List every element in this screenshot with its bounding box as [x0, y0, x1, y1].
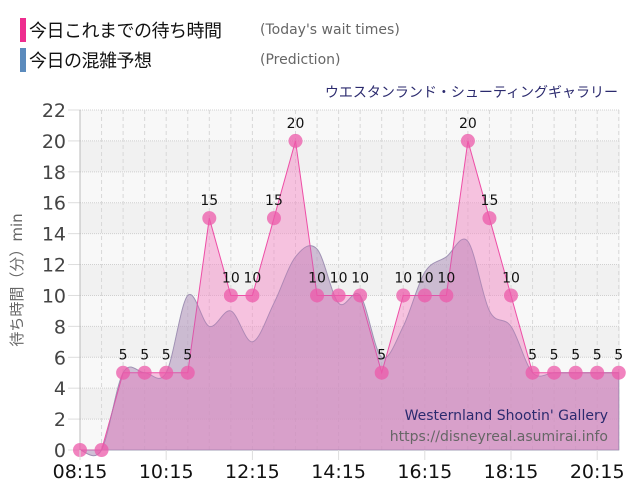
y-tick-label: 14: [42, 224, 66, 246]
y-tick-label: 6: [54, 347, 66, 369]
data-point-marker[interactable]: [331, 288, 346, 303]
data-point-marker[interactable]: [159, 365, 174, 380]
x-tick-label: 16:15: [397, 461, 452, 483]
chart-title: ウエスタンランド・シューティングギャラリー: [324, 85, 618, 101]
data-point-marker[interactable]: [374, 365, 389, 380]
x-tick-label: 18:15: [484, 461, 539, 483]
data-point-marker[interactable]: [547, 365, 562, 380]
legend-item-today[interactable]: 今日これまでの待ち時間 (Today's wait times): [20, 17, 640, 43]
watermark-name: Westernland Shootin' Gallery: [405, 408, 608, 424]
data-label: 5: [571, 348, 580, 364]
y-tick-label: 4: [54, 378, 66, 400]
data-point-marker[interactable]: [439, 288, 454, 303]
data-point-marker[interactable]: [568, 365, 583, 380]
data-point-marker[interactable]: [590, 365, 605, 380]
legend-swatch-prediction: [20, 48, 26, 72]
data-point-marker[interactable]: [245, 288, 260, 303]
data-label: 10: [416, 270, 434, 286]
plot-band: [80, 110, 620, 141]
x-tick-label: 14:15: [311, 461, 366, 483]
data-label: 5: [162, 348, 171, 364]
data-label: 5: [119, 348, 128, 364]
legend: 今日これまでの待ち時間 (Today's wait times) 今日の混雑予想…: [0, 0, 640, 80]
data-point-marker[interactable]: [223, 288, 238, 303]
data-point-marker[interactable]: [396, 288, 411, 303]
data-point-marker[interactable]: [504, 288, 518, 303]
x-tick-label: 08:15: [53, 461, 108, 483]
data-label: 10: [243, 270, 261, 286]
y-axis-label: 待ち時間（分）min: [8, 213, 26, 346]
y-tick-label: 22: [42, 100, 66, 122]
y-tick-label: 10: [42, 285, 66, 307]
y-tick-label: 12: [42, 255, 66, 277]
data-label: 5: [614, 348, 623, 364]
data-label: 10: [394, 270, 412, 286]
data-point-marker[interactable]: [353, 288, 368, 303]
legend-label-prediction-en: (Prediction): [260, 52, 341, 68]
data-label: 5: [593, 348, 602, 364]
data-point-marker[interactable]: [94, 443, 109, 457]
data-point-marker[interactable]: [137, 365, 152, 380]
legend-item-prediction[interactable]: 今日の混雑予想 (Prediction): [20, 47, 640, 73]
data-label: 10: [222, 270, 240, 286]
y-tick-label: 20: [42, 131, 66, 153]
legend-label-today-jp: 今日これまでの待ち時間: [29, 21, 222, 42]
data-label: 5: [550, 348, 559, 364]
data-label: 5: [528, 348, 537, 364]
data-point-marker[interactable]: [417, 288, 432, 303]
data-label: 10: [351, 270, 369, 286]
plot-band: [80, 140, 620, 172]
data-label: 15: [200, 193, 218, 209]
data-point-marker[interactable]: [180, 365, 195, 380]
data-label: 10: [330, 270, 348, 286]
data-point-marker[interactable]: [266, 211, 281, 226]
x-tick-label: 10:15: [139, 461, 194, 483]
legend-label-today-en: (Today's wait times): [260, 22, 400, 38]
data-point-marker[interactable]: [310, 288, 325, 303]
x-tick-label: 20:15: [570, 461, 625, 483]
data-label: 5: [183, 348, 192, 364]
data-label: 5: [140, 348, 149, 364]
data-point-marker[interactable]: [525, 365, 540, 380]
y-tick-label: 8: [54, 316, 66, 338]
y-tick-label: 0: [54, 440, 66, 462]
plot-band: [80, 202, 620, 234]
data-point-marker[interactable]: [202, 211, 217, 226]
y-tick-label: 18: [42, 162, 66, 184]
plot-band: [80, 171, 620, 203]
data-label: 10: [308, 270, 326, 286]
data-label: 10: [502, 270, 520, 286]
y-tick-label: 2: [54, 409, 66, 431]
watermark-url[interactable]: https://disneyreal.asumirai.info: [390, 429, 608, 445]
data-label: 15: [265, 193, 283, 209]
data-point-marker[interactable]: [288, 133, 303, 148]
x-tick-label: 12:15: [225, 461, 280, 483]
data-label: 5: [377, 348, 386, 364]
plot-band: [80, 264, 620, 296]
data-label: 20: [459, 116, 477, 132]
data-point-marker[interactable]: [611, 365, 626, 380]
legend-label-prediction-jp: 今日の混雑予想: [29, 51, 152, 72]
plot-band: [80, 233, 620, 265]
y-tick-label: 16: [42, 193, 66, 215]
data-point-marker[interactable]: [116, 365, 131, 380]
data-label: 10: [437, 270, 455, 286]
legend-swatch-today: [20, 18, 26, 42]
data-label: 20: [287, 116, 305, 132]
data-point-marker[interactable]: [482, 211, 497, 226]
data-point-marker[interactable]: [460, 133, 475, 148]
data-label: 15: [481, 193, 499, 209]
